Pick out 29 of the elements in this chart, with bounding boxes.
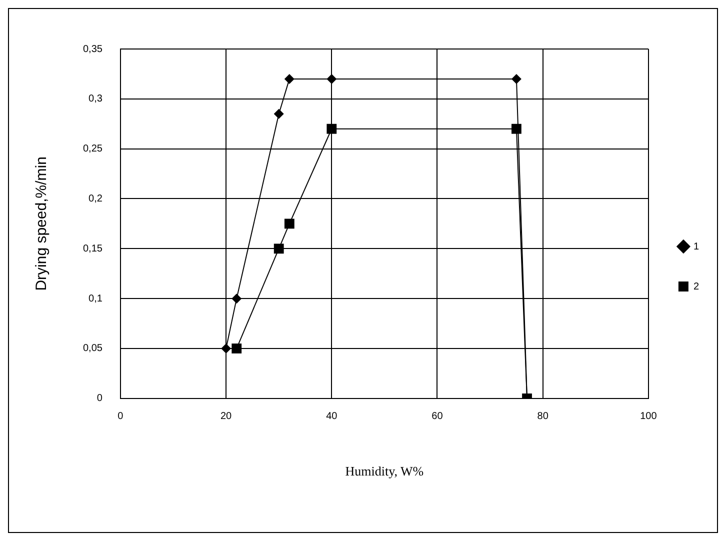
x-tick-label: 0 [118,411,124,422]
point [232,344,242,354]
point [232,294,242,304]
y-tick-label: 0,2 [88,193,103,204]
point [284,74,294,84]
y-tick-label: 0 [96,393,103,404]
x-tick-label: 20 [220,411,232,422]
point [326,124,337,134]
y-tick-label: 0,15 [82,243,103,254]
y-tick-label: 0,3 [88,94,103,105]
point [511,124,522,134]
point [274,108,284,119]
y-tick-label: 0,25 [82,144,103,155]
y-axis-title: Drying speed,%/min [33,156,50,291]
x-tick-label: 100 [640,411,658,422]
legend-label: 2 [693,281,700,292]
x-axis-title: Humidity, W% [345,464,424,479]
y-tick-label: 0,1 [88,293,103,304]
point [284,218,294,229]
point [511,74,522,84]
y-tick-label: 0,35 [82,44,103,55]
y-tick-label: 0,05 [82,343,103,354]
legend-label: 1 [693,241,700,252]
x-tick-label: 40 [326,411,338,422]
point [326,74,337,84]
point [221,343,232,354]
point [274,244,284,254]
x-tick-label: 60 [432,411,444,422]
x-tick-label: 80 [537,411,549,422]
